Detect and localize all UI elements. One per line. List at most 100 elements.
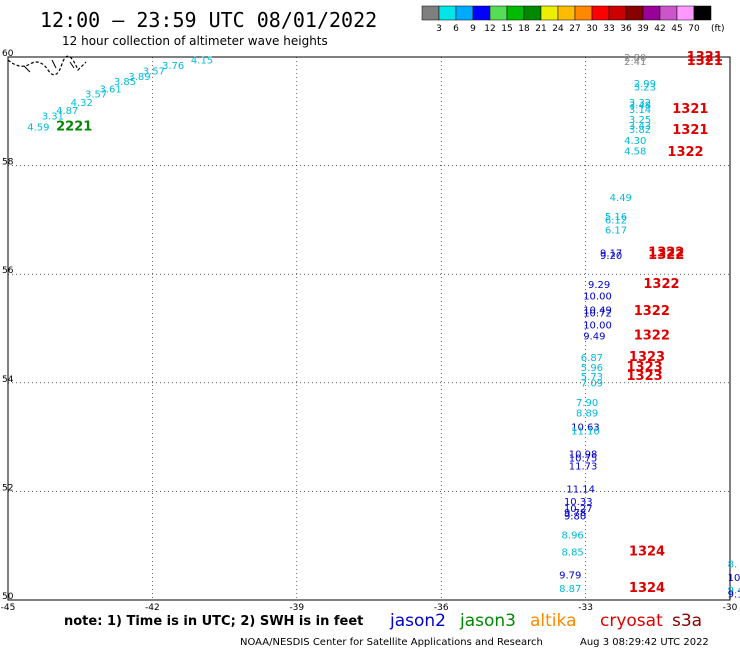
y-tick-label: 58 (2, 158, 14, 168)
colorbar-swatch (659, 5, 678, 21)
wave-height-label: 2.80 (624, 53, 646, 64)
wave-height-label: 8.85 (562, 547, 584, 558)
wave-height-label: 8.87 (559, 584, 581, 595)
colorbar-tick-label: 36 (620, 24, 632, 34)
cycle-pass-label: 1322 (643, 277, 679, 292)
wave-height-label: 10.49 (583, 305, 612, 316)
wave-height-label: 3.31 (42, 111, 64, 122)
wave-height-label: 9.20 (600, 251, 622, 262)
wave-height-label: 6.17 (605, 225, 627, 236)
colorbar-tick-label: 30 (586, 24, 598, 34)
colorbar-tick-label: 24 (552, 24, 564, 34)
wave-height-label: 6.87 (581, 353, 603, 364)
colorbar-tick-label: 33 (603, 24, 614, 34)
colorbar-tick-label: 27 (569, 24, 580, 34)
wave-height-label: 3.85 (114, 77, 136, 88)
satellite-legend: jason2 jason3 altika cryosat s3a (389, 611, 702, 631)
colorbar-swatch (557, 5, 576, 21)
colorbar-swatch (591, 5, 610, 21)
wave-height-label: 4.49 (610, 193, 632, 204)
x-tick-label: -42 (145, 603, 160, 613)
wave-height-label: 10.33 (564, 497, 593, 508)
wave-height-label: 3.89 (128, 72, 150, 83)
wave-height-label: 7.90 (576, 398, 598, 409)
colorbar-tick-label: 70 (688, 24, 700, 34)
x-tick-label: -33 (578, 603, 593, 613)
wave-height-label: 3.57 (85, 90, 107, 101)
wave-height-label: 9.29 (588, 280, 610, 291)
footer-note: note: 1) Time is in UTC; 2) SWH is in fe… (64, 614, 363, 629)
cycle-pass-label: 1323 (627, 360, 663, 375)
y-tick-label: 52 (2, 483, 13, 493)
wave-height-label: 3.43 (629, 121, 651, 132)
wave-height-label: 3.82 (629, 125, 651, 136)
colorbar-swatch (472, 5, 491, 21)
wave-height-label: 5.16 (605, 212, 627, 223)
cycle-pass-label: 1323 (627, 369, 663, 384)
legend-s3a: s3a (672, 611, 702, 631)
wave-height-label: 9.17 (600, 248, 622, 259)
wave-height-label: 3.25 (629, 115, 651, 126)
colorbar-swatch (421, 5, 440, 21)
wave-height-label: 9.78 (564, 508, 586, 519)
x-tick-label: -45 (1, 603, 16, 613)
wave-height-label: 9.79 (559, 570, 581, 581)
cycle-pass-label: 1324 (629, 544, 665, 559)
legend-jason3: jason3 (459, 611, 516, 631)
wave-height-label: 9.1 (728, 589, 740, 600)
wave-height-label: 7.09 (581, 379, 603, 390)
colorbar-swatch (642, 5, 661, 21)
colorbar-swatch (625, 5, 644, 21)
wave-height-label: 3.57 (143, 66, 165, 77)
cycle-pass-label: 1322 (648, 248, 684, 263)
colorbar-swatch (693, 5, 712, 21)
colorbar-tick-label: 3 (436, 24, 442, 34)
colorbar-swatch (523, 5, 542, 21)
coastline-greenland (7, 55, 87, 76)
y-tick-label: 50 (2, 592, 14, 602)
wave-height-label: 9.4 (728, 585, 740, 596)
chart-title: 12:00 – 23:59 UTC 08/01/2022 (40, 8, 377, 32)
colorbar: 3 6 9 12 15 18 21 24 27 30 33 36 39 42 45 70 (421, 5, 712, 34)
colorbar-swatch (455, 5, 474, 21)
wave-height-label: 8. (728, 559, 738, 570)
colorbar-tick-label: 9 (470, 24, 476, 34)
colorbar-swatch (608, 5, 627, 21)
wave-height-label: 8.89 (576, 408, 598, 419)
wave-height-label: 10.75 (569, 454, 598, 465)
cycle-pass-label: 2221 (56, 119, 92, 134)
wave-height-label: 2.99 (634, 79, 656, 90)
grid-lines (8, 57, 730, 600)
wave-height-label: 4.87 (56, 106, 78, 117)
colorbar-tick-label: 18 (518, 24, 530, 34)
wave-height-label: 2.41 (624, 57, 646, 68)
x-tick-label: -36 (434, 603, 449, 613)
wave-height-label: 10.98 (569, 450, 598, 461)
wave-height-label: 4.58 (624, 147, 646, 158)
cycle-pass-label: 1322 (648, 245, 684, 260)
cycle-pass-label: 1321 (687, 50, 723, 65)
wave-height-label: 4.30 (624, 136, 646, 147)
cycle-pass-label: 1324 (629, 581, 665, 596)
colorbar-tick-label: 42 (654, 24, 665, 34)
wave-height-label: 3.23 (634, 83, 656, 94)
wave-height-label: 10.27 (564, 504, 593, 515)
y-tick-label: 56 (2, 266, 14, 276)
wave-height-label: 11.14 (566, 484, 595, 495)
y-tick-label: 60 (2, 49, 14, 59)
cycle-pass-label: 1322 (634, 304, 670, 319)
colorbar-swatch (540, 5, 559, 21)
wave-height-label: 10.00 (583, 292, 612, 303)
colorbar-swatch (438, 5, 457, 21)
plot-frame (7, 56, 731, 601)
colorbar-swatch (489, 5, 508, 21)
wave-height-label: 4.32 (71, 98, 93, 109)
footer-timestamp: Aug 3 08:29:42 UTC 2022 (580, 637, 709, 648)
cycle-pass-label: 1323 (629, 350, 665, 365)
wave-height-label: 4.59 (27, 122, 49, 133)
colorbar-tick-label: 15 (501, 24, 512, 34)
wave-height-label: 10.00 (583, 321, 612, 332)
wave-height-label: 9.80 (564, 512, 586, 523)
